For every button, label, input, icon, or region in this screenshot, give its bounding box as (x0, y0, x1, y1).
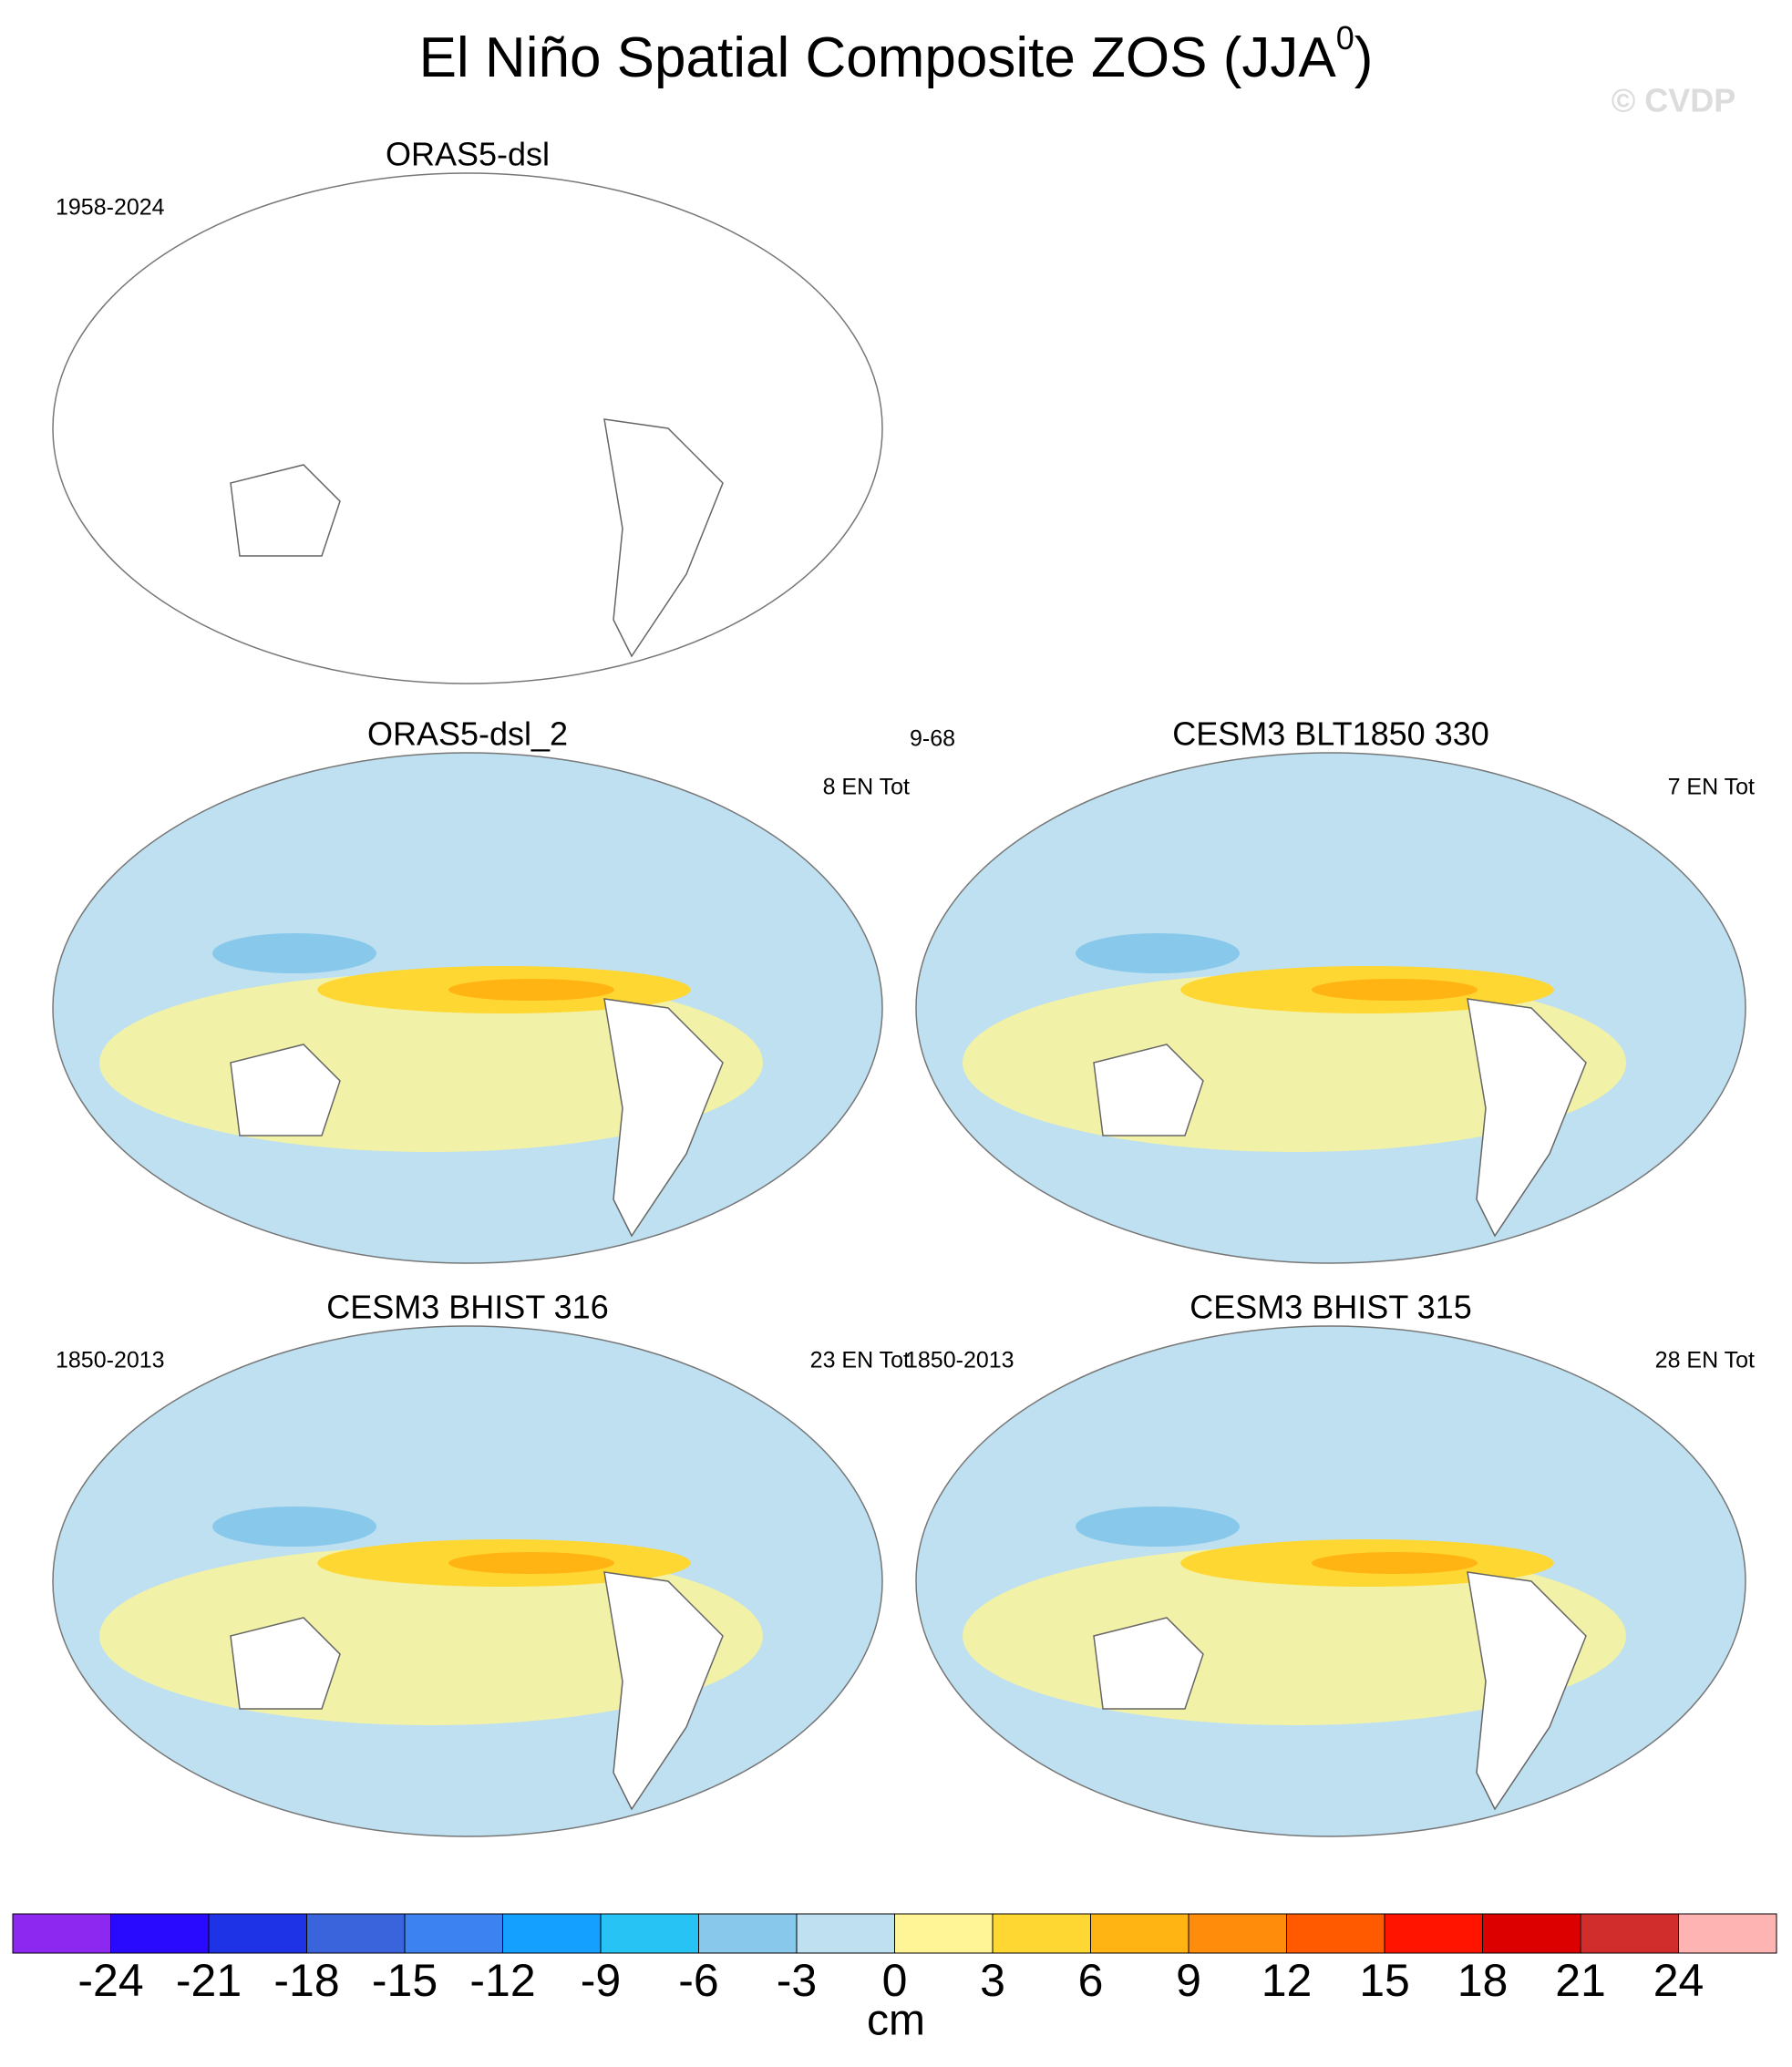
colorbar-tick-label: -12 (469, 1955, 535, 2006)
colorbar-tick-label: -24 (77, 1955, 143, 2006)
color-box (502, 1913, 602, 1954)
panel-right-label: 8 EN Tot (823, 775, 910, 800)
panel-left-label: 1850-2013 (56, 1348, 165, 1373)
color-box (404, 1913, 503, 1954)
field-band (448, 979, 614, 1001)
panel-title: CESM3 BLT1850 330 (1172, 715, 1489, 753)
color-box (1580, 1913, 1679, 1954)
field-band (212, 933, 376, 973)
panel-right-label: 28 EN Tot (1655, 1348, 1755, 1373)
colorbar-tick-label: 0 (882, 1955, 908, 2006)
color-box (1482, 1913, 1581, 1954)
panel-left-label: 1958-2024 (56, 195, 165, 221)
panel-right-label: 23 EN Tot (810, 1348, 910, 1373)
colorbar-tick-label: 21 (1555, 1955, 1606, 2006)
title-end: ) (1354, 26, 1374, 89)
panel-title: CESM3 BHIST 316 (326, 1289, 608, 1326)
land (1093, 1044, 1204, 1136)
colorbar-tick-label: 3 (980, 1955, 1005, 2006)
color-box (1286, 1913, 1385, 1954)
colorbar-tick-label: 12 (1262, 1955, 1313, 2006)
color-box (894, 1913, 994, 1954)
map-outline (52, 752, 883, 1264)
colorbar-tick-label: -9 (581, 1955, 621, 2006)
colorbar-tick-label: -6 (678, 1955, 718, 2006)
land (230, 1617, 341, 1710)
title-text: El Niño Spatial Composite ZOS (JJA (419, 26, 1337, 89)
title-superscript: 0 (1336, 19, 1354, 57)
color-box (1384, 1913, 1483, 1954)
color-box (992, 1913, 1091, 1954)
map-outline (52, 172, 883, 684)
panel-title: ORAS5-dsl (386, 136, 550, 173)
field-band (212, 1507, 376, 1547)
color-box (1678, 1913, 1777, 1954)
colorbar-tick-label: 9 (1176, 1955, 1201, 2006)
land (603, 998, 724, 1238)
land (1093, 1617, 1204, 1710)
color-box (12, 1913, 111, 1954)
panel-title: ORAS5-dsl_2 (367, 715, 568, 753)
color-box (698, 1913, 798, 1954)
field-band (1312, 979, 1478, 1001)
color-box (110, 1913, 210, 1954)
color-box (1188, 1913, 1287, 1954)
colorbar-label: cm (867, 1997, 925, 2045)
colorbar-tick-label: 15 (1359, 1955, 1410, 2006)
land (1467, 1571, 1587, 1811)
color-box (600, 1913, 699, 1954)
map-outline (52, 1325, 883, 1837)
colorbar-tick-label: -18 (273, 1955, 339, 2006)
land (230, 1044, 341, 1136)
colorbar-tick-label: 6 (1078, 1955, 1104, 2006)
watermark: © CVDP (1612, 82, 1736, 119)
land (1467, 998, 1587, 1238)
color-box (208, 1913, 307, 1954)
colorbar-tick-label: 18 (1457, 1955, 1509, 2006)
field-band (1076, 1507, 1240, 1547)
land (603, 418, 724, 658)
color-box (306, 1913, 406, 1954)
color-box (796, 1913, 895, 1954)
panel-left-label: 9-68 (910, 726, 955, 752)
field-band (448, 1552, 614, 1574)
colorbar-tick-label: -3 (777, 1955, 817, 2006)
chart-title: El Niño Spatial Composite ZOS (JJA0) (419, 19, 1374, 90)
land (230, 464, 341, 557)
field-band (1076, 933, 1240, 973)
panel-left-label: 1850-2013 (905, 1348, 1014, 1373)
colorbar-tick-label: -21 (176, 1955, 242, 2006)
map-outline (915, 752, 1746, 1264)
panel-title: CESM3 BHIST 315 (1190, 1289, 1471, 1326)
colorbar-tick-label: -15 (372, 1955, 438, 2006)
panel-right-label: 7 EN Tot (1668, 775, 1755, 800)
field-band (1312, 1552, 1478, 1574)
color-box (1090, 1913, 1190, 1954)
map-outline (915, 1325, 1746, 1837)
colorbar-tick-label: 24 (1653, 1955, 1704, 2006)
land (603, 1571, 724, 1811)
